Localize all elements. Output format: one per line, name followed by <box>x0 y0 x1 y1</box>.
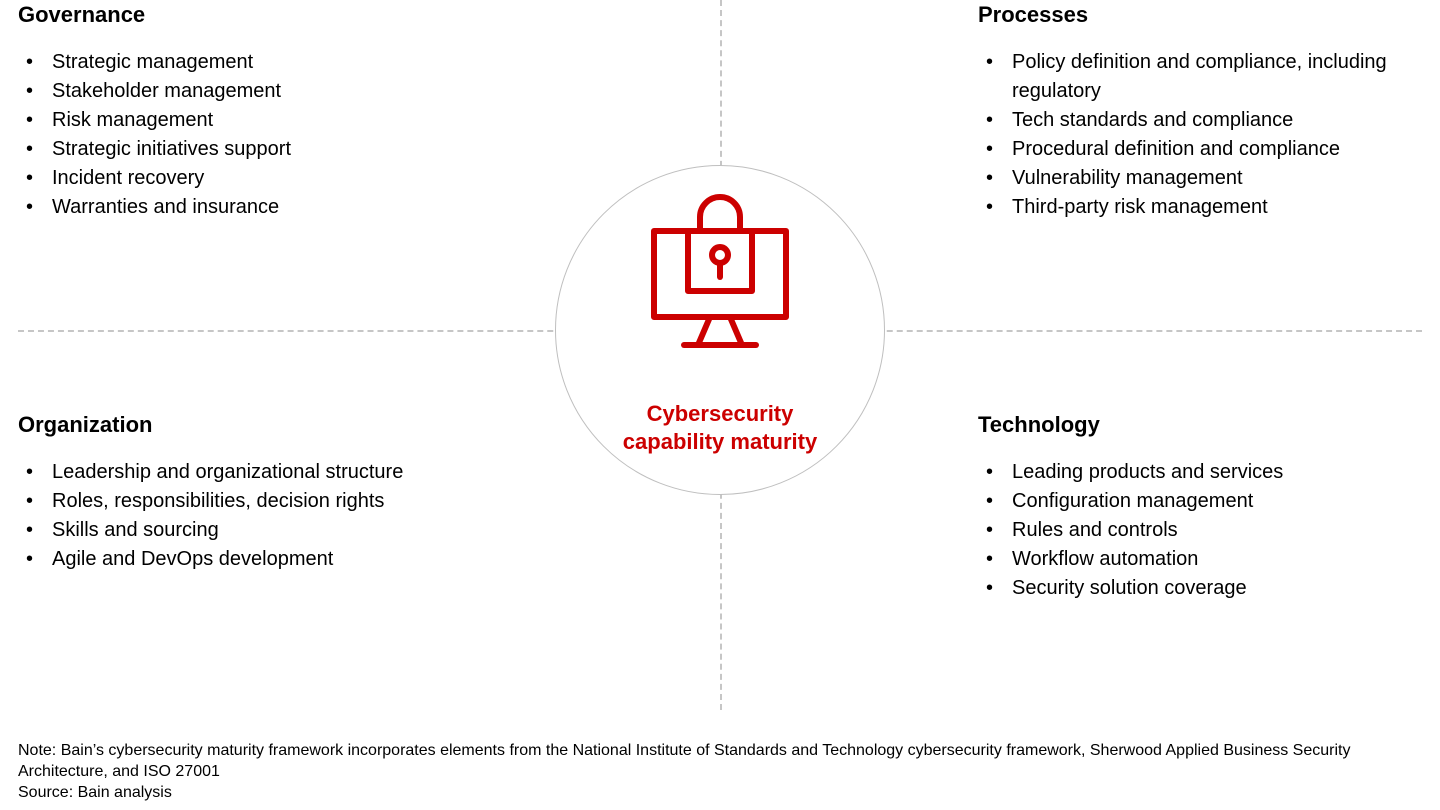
list-item: Configuration management <box>978 487 1418 516</box>
list-item: Risk management <box>18 106 538 135</box>
quadrant-list-organization: Leadership and organizational structureR… <box>18 458 538 574</box>
footnote-source: Source: Bain analysis <box>18 782 1422 803</box>
center-label-line2: capability maturity <box>623 429 817 454</box>
list-item: Procedural definition and compliance <box>978 135 1418 164</box>
quadrant-list-processes: Policy definition and compliance, includ… <box>978 48 1418 222</box>
list-item: Rules and controls <box>978 516 1418 545</box>
list-item: Skills and sourcing <box>18 516 538 545</box>
quadrant-heading-technology: Technology <box>978 412 1100 438</box>
list-item: Workflow automation <box>978 545 1418 574</box>
quadrant-list-technology: Leading products and servicesConfigurati… <box>978 458 1418 603</box>
center-label-line1: Cybersecurity <box>647 401 794 426</box>
lock-monitor-icon <box>640 181 800 361</box>
quadrant-heading-organization: Organization <box>18 412 152 438</box>
list-item: Strategic management <box>18 48 538 77</box>
list-item: Agile and DevOps development <box>18 545 538 574</box>
quadrant-list-governance: Strategic managementStakeholder manageme… <box>18 48 538 222</box>
list-item: Security solution coverage <box>978 574 1418 603</box>
list-item: Leading products and services <box>978 458 1418 487</box>
list-item: Warranties and insurance <box>18 193 538 222</box>
list-item: Leadership and organizational structure <box>18 458 538 487</box>
list-item: Tech standards and compliance <box>978 106 1418 135</box>
list-item: Policy definition and compliance, includ… <box>978 48 1418 106</box>
list-item: Vulnerability management <box>978 164 1418 193</box>
footnote: Note: Bain’s cybersecurity maturity fram… <box>18 740 1422 803</box>
list-item: Stakeholder management <box>18 77 538 106</box>
list-item: Roles, responsibilities, decision rights <box>18 487 538 516</box>
list-item: Incident recovery <box>18 164 538 193</box>
center-label: Cybersecurity capability maturity <box>600 400 840 456</box>
list-item: Strategic initiatives support <box>18 135 538 164</box>
quadrant-heading-governance: Governance <box>18 2 145 28</box>
list-item: Third-party risk management <box>978 193 1418 222</box>
quadrant-heading-processes: Processes <box>978 2 1088 28</box>
footnote-note: Note: Bain’s cybersecurity maturity fram… <box>18 740 1422 782</box>
diagram-canvas: Cybersecurity capability maturity Govern… <box>0 0 1440 810</box>
